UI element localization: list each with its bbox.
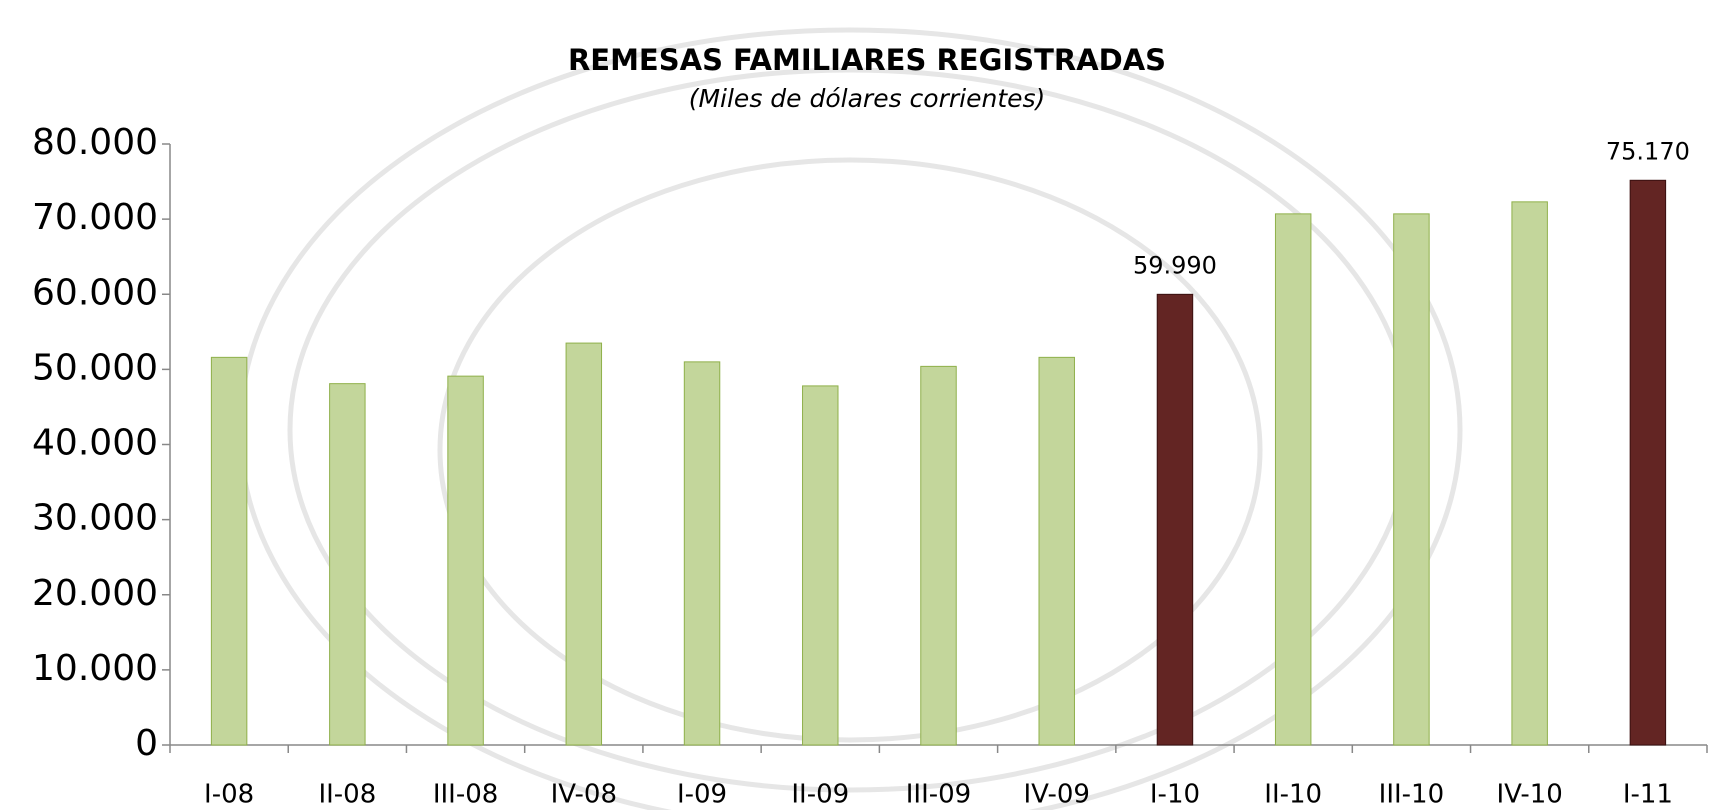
y-tick-label: 70.000 xyxy=(32,197,158,238)
bar xyxy=(1394,214,1429,745)
bar xyxy=(921,366,956,745)
bar xyxy=(566,343,601,745)
chart-subtitle: (Miles de dólares corrientes) xyxy=(689,84,1046,113)
x-tick-label: III-09 xyxy=(906,780,971,810)
value-label: 59.990 xyxy=(1133,251,1217,279)
x-tick-label: I-11 xyxy=(1623,780,1673,810)
bar xyxy=(684,362,719,745)
y-tick-label: 20.000 xyxy=(32,573,158,614)
bar xyxy=(330,384,365,745)
chart-title: REMESAS FAMILIARES REGISTRADAS xyxy=(568,43,1166,77)
x-tick-label: II-10 xyxy=(1264,780,1322,810)
y-tick-label: 30.000 xyxy=(32,498,158,539)
bar xyxy=(1512,202,1547,745)
bar xyxy=(1275,214,1310,745)
x-tick-label: I-09 xyxy=(677,780,727,810)
x-tick-label: III-10 xyxy=(1379,780,1444,810)
x-tick-label: IV-10 xyxy=(1496,780,1562,810)
y-tick-label: 80.000 xyxy=(32,122,158,163)
x-tick-label: I-08 xyxy=(204,780,254,810)
chart: REMESAS FAMILIARES REGISTRADAS (Miles de… xyxy=(0,0,1715,810)
bar xyxy=(803,386,838,745)
y-tick-label: 10.000 xyxy=(32,648,158,689)
y-tick-label: 40.000 xyxy=(32,423,158,464)
value-label: 75.170 xyxy=(1606,137,1690,165)
bar xyxy=(211,357,246,745)
bar xyxy=(448,376,483,745)
bar xyxy=(1630,180,1665,745)
x-tick-label: III-08 xyxy=(433,780,498,810)
x-tick-label: IV-09 xyxy=(1024,780,1090,810)
x-tick-label: II-08 xyxy=(318,780,376,810)
x-tick-label: I-10 xyxy=(1150,780,1200,810)
y-tick-label: 0 xyxy=(135,723,158,764)
bar xyxy=(1157,294,1192,745)
bar xyxy=(1039,357,1074,745)
x-tick-label: IV-08 xyxy=(551,780,617,810)
y-tick-label: 60.000 xyxy=(32,272,158,313)
y-tick-label: 50.000 xyxy=(32,347,158,388)
x-tick-label: II-09 xyxy=(791,780,849,810)
